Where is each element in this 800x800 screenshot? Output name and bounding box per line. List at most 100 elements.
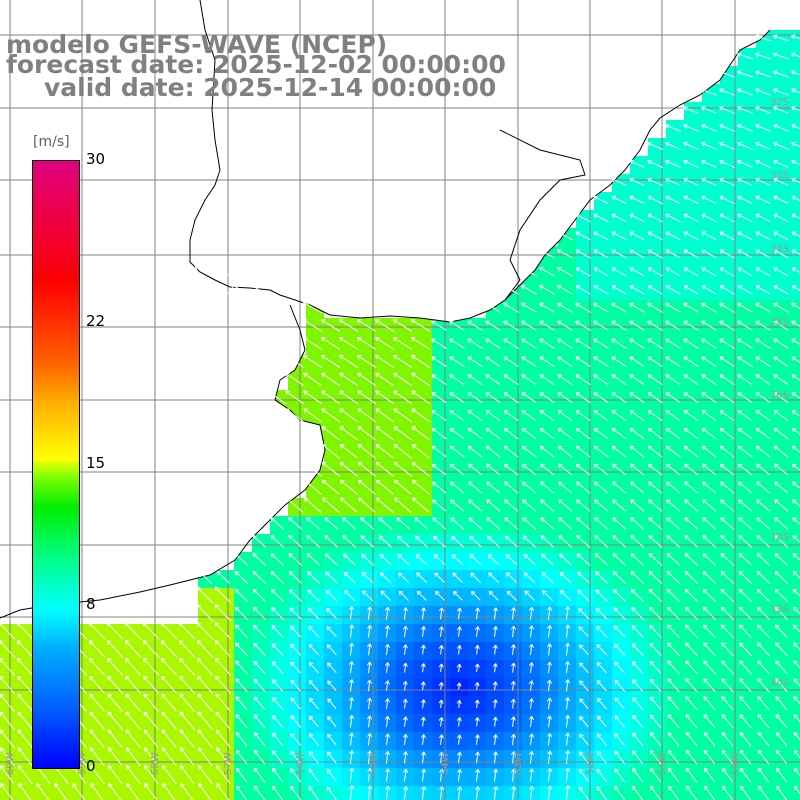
wind-cell	[792, 282, 800, 300]
wind-arrow	[215, 747, 231, 767]
wind-arrow	[593, 392, 609, 404]
wind-arrow	[701, 159, 717, 168]
wind-arrow	[685, 767, 698, 783]
wind-arrow	[614, 750, 625, 765]
wind-arrow	[161, 657, 178, 676]
wind-cell	[792, 714, 800, 732]
lat-label: 39S	[770, 604, 789, 615]
wind-arrow	[719, 427, 735, 440]
wind-arrow	[701, 267, 717, 277]
wind-arrow	[290, 768, 302, 783]
wind-arrow	[611, 213, 627, 223]
wind-arrow	[522, 517, 537, 530]
wind-arrow	[631, 643, 644, 656]
wind-arrow	[303, 408, 322, 423]
wind-arrow	[522, 499, 537, 512]
wind-arrow	[421, 786, 427, 800]
wind-arrow	[649, 642, 662, 656]
wind-arrow	[773, 302, 789, 313]
wind-arrow	[270, 535, 285, 548]
wind-arrow	[665, 374, 681, 386]
wind-arrow	[565, 606, 571, 621]
wind-arrow	[143, 747, 159, 767]
wind-arrow	[393, 372, 413, 387]
wind-arrow	[576, 535, 591, 548]
wind-arrow	[648, 517, 663, 530]
wind-arrow	[467, 410, 483, 422]
wind-arrow	[327, 716, 337, 728]
wind-arrow	[253, 624, 266, 639]
wind-arrow	[773, 141, 789, 150]
wind-arrow	[449, 338, 465, 350]
wind-arrow	[456, 699, 462, 708]
wind-arrow	[559, 553, 572, 566]
wind-arrow	[773, 410, 789, 422]
wind-arrow	[321, 479, 340, 495]
wind-arrow	[375, 479, 394, 495]
wind-arrow	[792, 588, 800, 597]
wind-arrow	[593, 463, 609, 476]
wind-arrow	[614, 679, 625, 692]
wind-arrow	[180, 765, 195, 785]
wind-cell	[792, 48, 800, 66]
wind-arrow	[521, 338, 537, 350]
wind-arrow	[357, 479, 376, 495]
wind-arrow	[125, 657, 142, 676]
wind-arrow	[719, 177, 735, 187]
wind-arrow	[539, 284, 555, 295]
wind-arrow	[612, 571, 627, 584]
wind-arrow	[791, 70, 800, 76]
wind-arrow	[324, 553, 339, 566]
wind-arrow	[683, 445, 699, 458]
wind-arrow	[402, 698, 408, 709]
wind-arrow	[375, 354, 395, 369]
wind-cell	[792, 444, 800, 462]
wind-arrow	[198, 765, 213, 785]
wind-arrow	[290, 715, 301, 728]
wind-arrow	[773, 88, 789, 96]
wind-arrow	[272, 679, 284, 692]
wind-arrow	[393, 408, 412, 423]
wind-arrow	[593, 213, 609, 223]
wind-arrow	[125, 675, 141, 694]
wind-arrow	[375, 461, 394, 477]
wind-arrow	[611, 302, 627, 313]
wind-arrow	[791, 231, 800, 238]
wind-arrow	[485, 445, 501, 458]
wind-arrow	[755, 392, 771, 404]
wind-arrow	[685, 749, 698, 765]
wind-arrow	[487, 554, 500, 566]
wind-cell	[36, 786, 54, 800]
wind-arrow	[521, 320, 537, 331]
wind-arrow	[738, 499, 753, 512]
wind-cell	[144, 786, 162, 800]
wind-arrow	[161, 747, 177, 767]
wind-arrow	[792, 570, 800, 579]
wind-arrow	[439, 786, 445, 800]
wind-arrow	[420, 734, 426, 745]
wind-arrow	[367, 750, 373, 764]
wind-arrow	[594, 481, 609, 494]
wind-arrow	[547, 679, 552, 692]
wind-arrow	[611, 374, 627, 386]
wind-arrow	[791, 392, 800, 399]
wind-arrow	[356, 337, 377, 350]
wind-arrow	[367, 643, 372, 656]
wind-arrow	[665, 267, 681, 277]
wind-arrow	[703, 714, 716, 729]
wind-arrow	[575, 463, 591, 476]
wind-arrow	[272, 767, 284, 783]
wind-arrow	[792, 535, 800, 543]
wind-arrow	[666, 535, 681, 548]
wind-arrow	[420, 644, 426, 655]
wind-arrow	[308, 768, 319, 783]
wind-arrow	[393, 426, 412, 441]
wind-arrow	[89, 711, 105, 730]
wind-cell	[792, 498, 800, 516]
wind-arrow	[270, 570, 285, 584]
wind-arrow	[594, 553, 609, 566]
wind-arrow	[106, 622, 124, 640]
wind-arrow	[468, 499, 483, 512]
wind-arrow	[703, 678, 716, 693]
wind-arrow	[737, 249, 753, 259]
